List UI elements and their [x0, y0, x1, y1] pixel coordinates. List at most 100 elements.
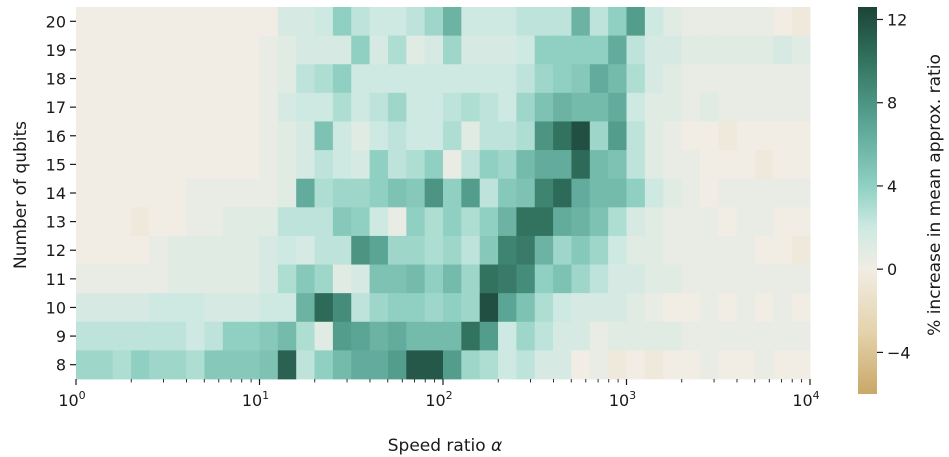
- heatmap-cell: [626, 235, 646, 265]
- heatmap-cell: [608, 207, 627, 237]
- y-tick-label: 20: [46, 12, 66, 31]
- heatmap-cell: [461, 178, 481, 208]
- heatmap-cell: [406, 293, 426, 323]
- heatmap-cell: [241, 35, 260, 65]
- heatmap-cell: [76, 92, 95, 122]
- heatmap-cell: [644, 264, 664, 294]
- heatmap-cell: [131, 264, 150, 294]
- heatmap-cell: [553, 235, 572, 265]
- heatmap-cell: [222, 178, 242, 208]
- heatmap-cell: [222, 350, 242, 380]
- heatmap-cell: [681, 7, 701, 37]
- heatmap-cell: [571, 207, 591, 237]
- heatmap-cell: [222, 321, 242, 351]
- axes: 20 19 18 17 16 15 14 13 12 11 10 9 8 100 101 102 103 104: [46, 12, 820, 410]
- heatmap-cell: [204, 121, 224, 151]
- heatmap-cell: [791, 121, 811, 151]
- heatmap-cell: [443, 150, 462, 180]
- heatmap-cell: [149, 178, 169, 208]
- heatmap-cell: [369, 235, 389, 265]
- heatmap-cell: [663, 207, 682, 237]
- heatmap-cell: [608, 92, 627, 122]
- heatmap-cell: [277, 150, 297, 180]
- heatmap-cell: [424, 264, 444, 294]
- heatmap-cell: [791, 64, 811, 94]
- heatmap-cell: [699, 92, 719, 122]
- heatmap-cell: [76, 350, 95, 380]
- heatmap-cell: [516, 64, 536, 94]
- heatmap-cell: [277, 121, 297, 151]
- heatmap-cell: [461, 121, 481, 151]
- heatmap-cell: [534, 35, 554, 65]
- x-tick-label: 100: [58, 389, 85, 410]
- heatmap-cell: [241, 321, 260, 351]
- heatmap-cell: [277, 207, 297, 237]
- heatmap-cell: [112, 121, 132, 151]
- heatmap-cell: [718, 293, 737, 323]
- heatmap-cell: [773, 293, 793, 323]
- colorbar-tick-label: −4: [887, 343, 911, 362]
- heatmap-cell: [479, 264, 499, 294]
- heatmap-cell: [406, 35, 426, 65]
- colorbar: [858, 7, 877, 394]
- heatmap-cell: [259, 92, 279, 122]
- heatmap-cell: [589, 35, 609, 65]
- heatmap-cell: [314, 178, 334, 208]
- heatmap-cell: [296, 121, 315, 151]
- heatmap-cell: [76, 207, 95, 237]
- heatmap-cell: [149, 350, 169, 380]
- heatmap-cell: [112, 35, 132, 65]
- heatmap-cell: [589, 92, 609, 122]
- heatmap-cell: [443, 293, 462, 323]
- heatmap-cell: [589, 207, 609, 237]
- heatmap-cell: [461, 64, 481, 94]
- heatmap-cell: [149, 150, 169, 180]
- heatmap-cell: [699, 207, 719, 237]
- heatmap-cell: [131, 150, 150, 180]
- heatmap-cell: [498, 121, 517, 151]
- heatmap-cell: [626, 321, 646, 351]
- heatmap-cell: [608, 7, 627, 37]
- heatmap-cell: [681, 121, 701, 151]
- heatmap-cell: [773, 121, 793, 151]
- heatmap-cell: [534, 7, 554, 37]
- heatmap-cell: [112, 350, 132, 380]
- heatmap-cell: [773, 321, 793, 351]
- heatmap-cell: [589, 178, 609, 208]
- heatmap-cell: [94, 207, 114, 237]
- heatmap-cell: [277, 35, 297, 65]
- heatmap-cell: [241, 178, 260, 208]
- heatmap-cell: [644, 350, 664, 380]
- heatmap-cell: [222, 121, 242, 151]
- heatmap-cell: [314, 7, 334, 37]
- colorbar-tick-label: 0: [887, 260, 897, 279]
- heatmap-cell: [553, 92, 572, 122]
- heatmap-cell: [534, 235, 554, 265]
- heatmap-cell: [406, 350, 426, 380]
- heatmap-cell: [773, 150, 793, 180]
- heatmap-cell: [736, 92, 756, 122]
- heatmap-cell: [699, 235, 719, 265]
- heatmap-cell: [332, 150, 352, 180]
- heatmap-cell: [204, 264, 224, 294]
- heatmap-cell: [516, 92, 536, 122]
- heatmap-cell: [332, 7, 352, 37]
- heatmap-cell: [553, 35, 572, 65]
- heatmap-cell: [131, 121, 150, 151]
- heatmap-cell: [663, 293, 682, 323]
- heatmap-cell: [149, 293, 169, 323]
- heatmap-cell: [773, 264, 793, 294]
- heatmap-cell: [94, 35, 114, 65]
- heatmap-cell: [461, 7, 481, 37]
- heatmap-cell: [241, 207, 260, 237]
- heatmap-cell: [332, 235, 352, 265]
- heatmap-cell: [589, 293, 609, 323]
- heatmap-cell: [259, 350, 279, 380]
- heatmap-cell: [277, 178, 297, 208]
- heatmap-cell: [534, 207, 554, 237]
- heatmap-cell: [479, 293, 499, 323]
- heatmap-cell: [516, 264, 536, 294]
- heatmap-cell: [149, 64, 169, 94]
- heatmap-cell: [314, 264, 334, 294]
- heatmap-cell: [222, 35, 242, 65]
